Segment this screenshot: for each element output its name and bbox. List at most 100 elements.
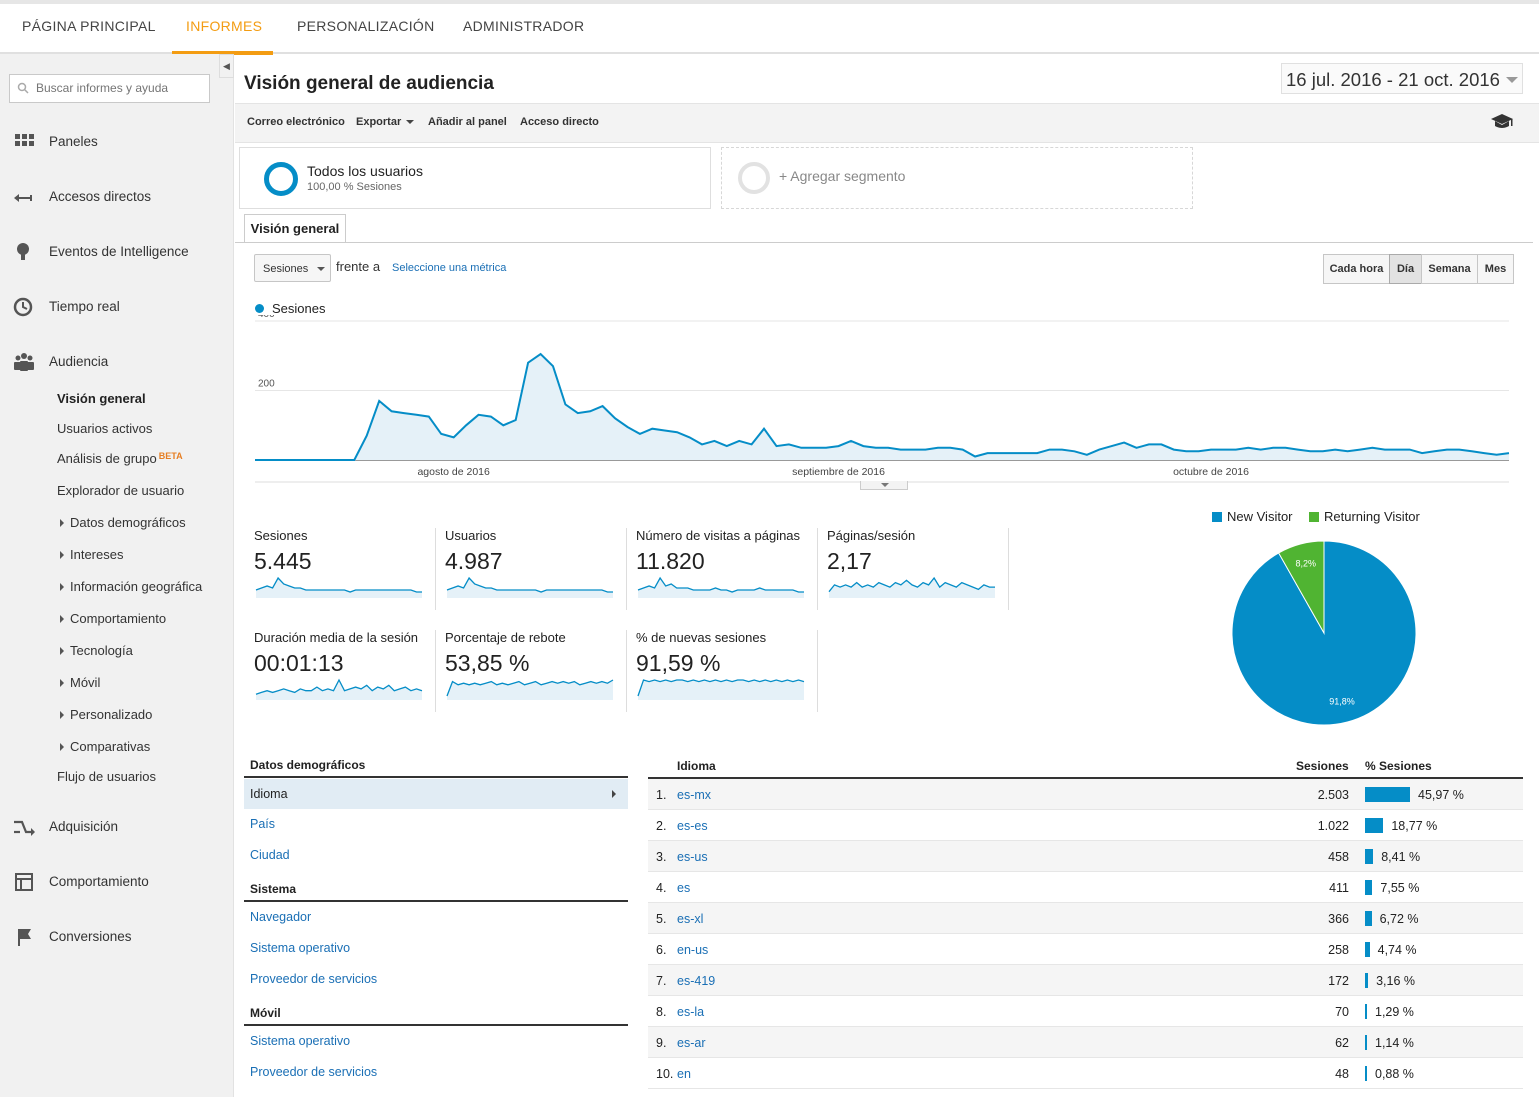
sidebar-collapse-button[interactable]: ◀ xyxy=(219,54,234,78)
chart-resize-handle[interactable] xyxy=(860,481,908,490)
graduation-cap-icon[interactable] xyxy=(1490,112,1514,132)
kpi-sparkline xyxy=(446,679,614,700)
row-index: 4. xyxy=(656,881,667,895)
sessions-value: 70 xyxy=(1335,1005,1349,1019)
sidebar-subitem-geo[interactable]: Información geográfica xyxy=(57,579,202,594)
metric-select-value: Sesiones xyxy=(263,263,309,275)
sidebar-item-label: Audiencia xyxy=(49,354,109,369)
language-link[interactable]: es xyxy=(677,881,691,895)
sidebar-item-audience[interactable]: Audiencia xyxy=(0,351,234,375)
dimension-mobile-os[interactable]: Sistema operativo xyxy=(250,1034,351,1048)
add-to-dashboard-button[interactable]: Añadir al panel xyxy=(428,116,507,128)
legend-swatch xyxy=(1212,512,1222,522)
language-link[interactable]: es-xl xyxy=(677,912,704,926)
sidebar-item-dashboards[interactable]: Paneles xyxy=(0,131,234,155)
search-box[interactable] xyxy=(9,74,210,103)
table-row: 6. en-us 258 4,74 % xyxy=(648,934,1523,965)
sidebar-subitem-custom[interactable]: Personalizado xyxy=(57,707,152,722)
tab-overview[interactable]: Visión general xyxy=(244,214,346,243)
export-button[interactable]: Exportar xyxy=(356,116,415,128)
dimension-service-provider[interactable]: Proveedor de servicios xyxy=(250,972,378,986)
sparkline-area xyxy=(256,578,422,598)
kpi-value: 4.987 xyxy=(445,548,503,574)
sidebar-item-realtime[interactable]: Tiempo real xyxy=(0,296,234,320)
granularity-day-button[interactable]: Día xyxy=(1389,254,1422,284)
sidebar-item-shortcuts[interactable]: Accesos directos xyxy=(0,186,234,210)
tab-home[interactable]: PÁGINA PRINCIPAL xyxy=(22,18,156,34)
sidebar-subitem-label: Análisis de grupo xyxy=(57,451,157,466)
dimension-mobile-provider[interactable]: Proveedor de servicios xyxy=(250,1065,378,1079)
pct-value: 7,55 % xyxy=(1380,881,1420,895)
dimension-country[interactable]: País xyxy=(250,817,276,831)
sidebar-subitem-user-explorer[interactable]: Explorador de usuario xyxy=(57,483,185,498)
grid-icon xyxy=(15,134,34,146)
granularity-hourly-button[interactable]: Cada hora xyxy=(1323,254,1390,284)
sparkline-area xyxy=(638,680,804,700)
language-link[interactable]: es-la xyxy=(677,1005,705,1019)
row-index: 3. xyxy=(656,850,667,864)
report-toolbar: Correo electrónico Exportar Añadir al pa… xyxy=(235,103,1539,143)
tab-admin[interactable]: ADMINISTRADOR xyxy=(463,18,585,34)
sidebar-subitem-overview[interactable]: Visión general xyxy=(57,391,146,406)
sidebar-item-intelligence[interactable]: Eventos de Intelligence xyxy=(0,241,234,265)
language-table-header: Idioma Sesiones % Sesiones xyxy=(648,758,1523,779)
sidebar-subitem-behavior[interactable]: Comportamiento xyxy=(57,611,166,626)
sidebar-item-label: Paneles xyxy=(49,134,98,149)
search-input[interactable] xyxy=(36,81,206,95)
pct-value: 8,41 % xyxy=(1381,850,1421,864)
y-tick-label: 400 xyxy=(258,315,275,320)
sidebar-item-conversions[interactable]: Conversiones xyxy=(0,926,234,950)
granularity-month-button[interactable]: Mes xyxy=(1477,254,1514,284)
sidebar-subitem-users-flow[interactable]: Flujo de usuarios xyxy=(57,769,156,784)
expand-arrow-icon xyxy=(60,711,64,719)
language-link[interactable]: es-es xyxy=(677,819,708,833)
language-link[interactable]: es-us xyxy=(677,850,708,864)
language-link[interactable]: es-mx xyxy=(677,788,712,802)
dimension-language[interactable]: Idioma xyxy=(244,779,628,809)
sidebar-subitem-active-users[interactable]: Usuarios activos xyxy=(57,421,153,436)
tab-customization[interactable]: PERSONALIZACIÓN xyxy=(297,18,435,34)
legend-label: Sesiones xyxy=(272,301,326,316)
segment-all-users[interactable]: Todos los usuarios 100,00 % Sesiones xyxy=(239,147,711,209)
sessions-value: 172 xyxy=(1328,974,1349,988)
sparkline-line xyxy=(446,576,613,593)
dimension-city[interactable]: Ciudad xyxy=(250,848,290,862)
pie-slice-new-visitor[interactable] xyxy=(1231,540,1417,726)
tab-reports[interactable]: INFORMES xyxy=(186,18,263,34)
select-metric-link[interactable]: Seleccione una métrica xyxy=(392,262,507,274)
sidebar-subitem-benchmarking[interactable]: Comparativas xyxy=(57,739,150,754)
shortcut-button[interactable]: Acceso directo xyxy=(520,116,599,128)
email-button[interactable]: Correo electrónico xyxy=(247,116,345,128)
expand-arrow-icon xyxy=(60,583,64,591)
add-segment-button[interactable]: + Agregar segmento xyxy=(721,147,1193,209)
kpi-value: 00:01:13 xyxy=(254,650,344,676)
language-link[interactable]: en xyxy=(677,1067,691,1081)
sidebar-subitem-label: Tecnología xyxy=(70,643,133,658)
sidebar-subitem-demographics[interactable]: Datos demográficos xyxy=(57,515,186,530)
dimension-browser[interactable]: Navegador xyxy=(250,910,312,924)
language-link[interactable]: es-419 xyxy=(677,974,716,988)
date-range-text: 16 jul. 2016 - 21 oct. 2016 xyxy=(1286,69,1500,90)
sidebar-item-label: Conversiones xyxy=(49,929,132,944)
row-index: 6. xyxy=(656,943,667,957)
language-link[interactable]: en-us xyxy=(677,943,709,957)
sidebar-subitem-technology[interactable]: Tecnología xyxy=(57,643,133,658)
sidebar-item-acquisition[interactable]: Adquisición xyxy=(0,816,234,840)
row-index: 2. xyxy=(656,819,667,833)
dimension-operating-system[interactable]: Sistema operativo xyxy=(250,941,351,955)
top-navigation: PÁGINA PRINCIPAL INFORMES PERSONALIZACIÓ… xyxy=(0,0,1539,55)
pie-slice-returning-visitor[interactable] xyxy=(1277,540,1325,635)
sidebar-subitem-mobile[interactable]: Móvil xyxy=(57,675,100,690)
metric-select[interactable]: Sesiones xyxy=(254,254,331,282)
sidebar-item-behavior[interactable]: Comportamiento xyxy=(0,871,234,895)
date-range-picker[interactable]: 16 jul. 2016 - 21 oct. 2016 xyxy=(1281,63,1523,94)
granularity-week-button[interactable]: Semana xyxy=(1421,254,1478,284)
share-bar xyxy=(1365,880,1373,895)
row-index: 1. xyxy=(656,788,667,802)
sidebar-subitem-cohort-analysis[interactable]: Análisis de grupo BETA xyxy=(57,451,183,466)
pct-value: 3,16 % xyxy=(1376,974,1415,988)
language-link[interactable]: es-ar xyxy=(677,1036,706,1050)
kpi-users: Usuarios 4.987 xyxy=(445,528,627,610)
mobile-heading: Móvil xyxy=(244,1006,628,1026)
sidebar-subitem-interests[interactable]: Intereses xyxy=(57,547,123,562)
